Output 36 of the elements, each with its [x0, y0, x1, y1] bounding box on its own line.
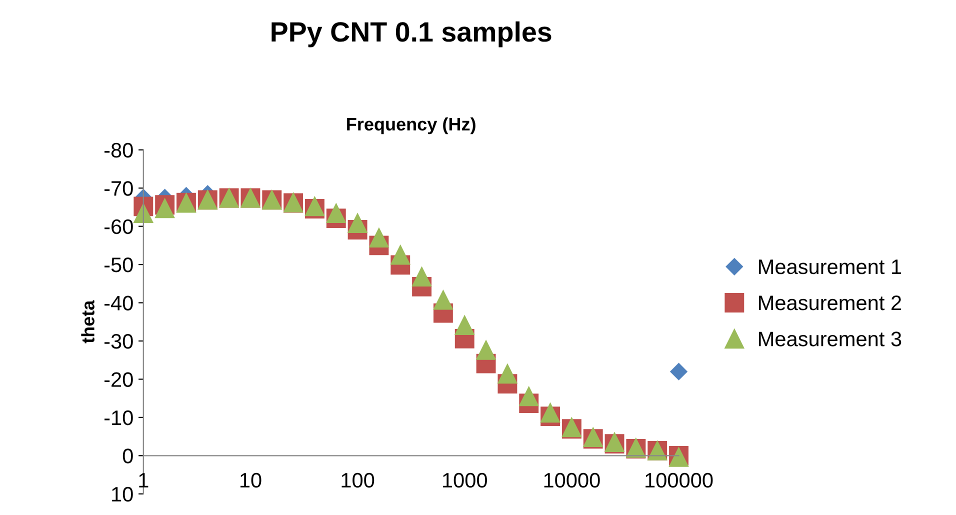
legend-label: Measurement 2 — [759, 296, 902, 310]
point — [348, 214, 368, 233]
x-tick-label: 1000 — [443, 472, 487, 488]
y-tick-label: -10 — [104, 410, 133, 426]
point — [369, 228, 389, 248]
point — [476, 340, 496, 360]
y-tick-label: -30 — [104, 334, 133, 349]
point — [433, 290, 453, 310]
y-tick-label: -50 — [104, 258, 133, 272]
point — [454, 316, 474, 336]
x-axis-title: Frequency (Hz) — [347, 117, 476, 134]
y-tick-label: -80 — [104, 142, 133, 158]
x-tick-label: 10000 — [544, 472, 600, 488]
y-tick-label: 10 — [112, 486, 133, 502]
y-tick-label: -70 — [104, 181, 133, 196]
point — [498, 364, 518, 384]
point — [412, 267, 432, 286]
chart-title: PPy CNT 0.1 samples — [272, 21, 552, 48]
y-tick-label: -60 — [104, 219, 133, 234]
legend-label: Measurement 3 — [759, 332, 902, 346]
point — [326, 204, 346, 224]
point — [670, 363, 688, 380]
x-tick-label: 100000 — [646, 472, 713, 488]
x-tick-label: 1 — [139, 473, 148, 488]
point — [519, 386, 539, 406]
x-tick-label: 100 — [342, 472, 374, 488]
y-tick-label: -40 — [104, 296, 133, 311]
point — [155, 198, 175, 218]
y-tick-label: -20 — [104, 372, 133, 387]
point — [134, 204, 154, 224]
y-axis-title: theta — [81, 300, 94, 344]
y-tick-label: 0 — [122, 448, 133, 464]
point — [540, 403, 560, 423]
legend-label: Measurement 1 — [759, 260, 902, 274]
point — [390, 245, 410, 265]
x-tick-label: 10 — [240, 472, 262, 488]
